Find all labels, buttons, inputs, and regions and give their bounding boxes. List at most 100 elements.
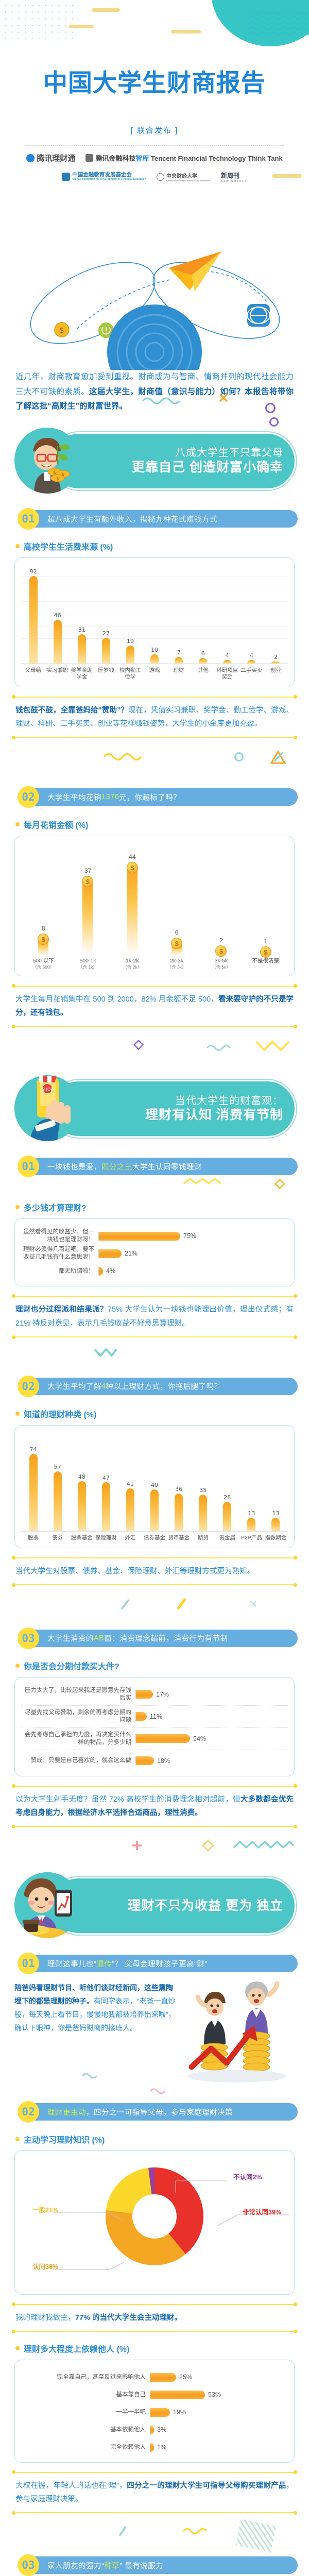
- donut-chart-active-learning: 不认同2% 非常认同39% 一般21% 认同38%: [21, 2159, 289, 2288]
- parents-influence-plain: 有同学表示，“老爸一直炒股，每天晚上看节目，慢慢地我都被培养出来啦”，确认下眼神…: [14, 1996, 176, 2032]
- chart-title-text: 每月花销金额 (%): [24, 821, 89, 831]
- coin-bar-item: 6 $: [154, 844, 199, 956]
- bar-value: 48: [78, 1473, 85, 1480]
- subsection-2-01-text-b: 大学生认同零钱理财: [132, 1163, 202, 1172]
- subsection-2-02-text-b: 种以上理财方式，你拖后腿了吗？: [106, 1383, 222, 1392]
- bar-fill: [199, 1494, 208, 1531]
- hbar-track: 75%: [98, 1231, 288, 1241]
- summary-3-02b-tail: ，参与家庭理财决策。: [15, 2482, 294, 2504]
- intro-bold: 这届大学生，财商值（意识与能力）如何？本报告将带你了解这批“高财生”的财富世界。: [15, 387, 294, 411]
- subsection-2-03-text-a: 大学生消费的: [47, 1635, 94, 1643]
- chart-card-reliance: 完全靠自己，甚至反过来影响他人 25% 基本靠自己 53% 一半一半吧 19% 基本依赖他人…: [14, 2360, 295, 2463]
- axis-label: 期货: [197, 1534, 209, 1541]
- bar-fill: [53, 620, 62, 664]
- logo-thinktank-en: Tencent Financial Technology Think Tank: [150, 155, 283, 162]
- svg-text:SHOP: SHOP: [42, 1087, 53, 1092]
- subsection-bar: 大学生平均花销 1376 元，你超标了吗？: [21, 788, 298, 806]
- summary-2-01-plain: 75% 大学生认为一块钱也能理出价值，理出仪式感；有 21% 持反对意见，表示几…: [15, 1306, 294, 1328]
- axis-label-note: （含 2k）: [123, 964, 142, 970]
- axis-label: 2k-3k （含 3k）: [154, 958, 199, 970]
- summary-2-01-bold: 理财也分过程派和结果派？: [15, 1306, 108, 1314]
- subsection-number: 01: [18, 1953, 39, 1974]
- coin-icon: $: [171, 938, 183, 950]
- chart-card-living-expense: 92 46 31 27 19 10 7 6 4 4 2 父母给 实习兼职 奖学金助学金 压岁钱 校内勤工俭学…: [14, 557, 295, 688]
- chart-title-text: 理财多大程度上依赖他人 (%): [24, 2345, 130, 2354]
- hbar-track: 54%: [135, 1734, 288, 1743]
- summary-3-02-bold: 77% 的当代大学生会主动理财。: [75, 2314, 182, 2322]
- summary-2-02-plain: 当代大学生对股票、债券、基金、保险理财、外汇等理财方式更为熟知。: [15, 1567, 254, 1575]
- zigzag-decoration: [247, 11, 309, 47]
- chart-title-text: 高校学生生活费来源 (%): [24, 543, 113, 552]
- chart-card-how-much-investing: 虽然看得见的收益少，但一块钱也是理财呀！ 75% 理财必须得几百起吧，要不收益几毛钱…: [14, 1218, 295, 1287]
- logo-cufe-label: 中央财经大学: [166, 174, 197, 179]
- bar-item: 13: [239, 1434, 264, 1531]
- summary-3-02-plain: 我的理财我做主，: [15, 2314, 75, 2322]
- subsection-2-03-text-b: 面：消费理念超前，消费行为有节制: [104, 1635, 228, 1643]
- page-title: 中国大学生财商报告: [43, 69, 266, 97]
- hbar-row: 理财必须得几百起吧，要不收益几毛钱有什么意思呢！ 21%: [21, 1245, 288, 1262]
- hbar-value: 1%: [157, 2444, 167, 2451]
- subsection-2-02-highlight: 4: [101, 1382, 106, 1391]
- subsection-3-01-highlight: 遗传: [96, 1960, 112, 1969]
- bar-item: 57: [45, 1434, 70, 1531]
- bar-item: 2: [264, 566, 288, 664]
- subsection-3-01-text-a: 理财这事儿也“: [47, 1960, 97, 1969]
- logo-licaitong: 腾讯理财通: [26, 152, 75, 163]
- hbar-track: 3%: [150, 2425, 288, 2434]
- plus-decoration: [131, 1839, 143, 1854]
- hbar-value: 75%: [183, 1232, 197, 1240]
- chart-card-known-types: 74 57 48 47 41 40 36 35 28 13 13 股票 债券 股票基金 保险理财 外汇 债券基…: [14, 1425, 295, 1548]
- axis-label-note: （含 5k）: [212, 964, 231, 970]
- summary-rail-3-02-a: 我的理财我做主，77% 的当代大学生会主动理财。: [12, 2302, 297, 2334]
- bar-item: 92: [21, 566, 45, 664]
- hbar-label: 虽然看得见的收益少，但一块钱也是理财呀！: [23, 1229, 94, 1243]
- intro-plain: 近几年，财商教育愈加受到重视。财商成为与智商、情商并列的现代社会能力三大不可缺的…: [15, 372, 294, 396]
- bar-fill: [175, 657, 183, 664]
- summary-rail-1-01: 钱包鼓不鼓，全靠爸妈给“赞助”？现在，凭借实习兼职、奖学金、勤工俭学、游戏、理财…: [12, 695, 297, 740]
- subsection-head-3-03: 家人朋友的强力“ 种草” 最有说服力 03: [11, 2554, 298, 2576]
- chart-card-monthly-spending: 8 $37 $44 $6 $2 $1 $ 500 以下 （含 500） 500-1k （含 1k）…: [14, 836, 295, 977]
- coin-stack: $: [215, 945, 227, 957]
- w-decoration: [255, 1040, 291, 1054]
- hbar-label: 赞成！只要是自己喜欢的，就会这么做: [30, 1757, 132, 1764]
- bar-value: 10: [151, 647, 159, 653]
- subsection-head-2-02: 大学生平均了解 4 种以上理财方式，你拖后腿了吗？ 02: [11, 1375, 298, 1397]
- hbar-track: 1%: [150, 2443, 288, 2452]
- hbar-label: 完全靠自己，甚至反过来影响他人: [57, 2374, 146, 2380]
- hbar-fill: [150, 2390, 205, 2399]
- hbar-label: 一半一半吧: [116, 2409, 146, 2415]
- summary-rail-3-02-b: 大权在握，年轻人的话也在“理”，四分之一的理财大学生可指导父母购买理财产品，参与…: [12, 2470, 297, 2515]
- bar-value: 40: [151, 1481, 159, 1488]
- bullet-dot-icon: [15, 822, 20, 827]
- hero-section: 中国大学生财商报告 [ 联合发布 ] 腾讯理财通 腾讯金融科技智库 Tencen…: [0, 0, 309, 182]
- bar-fill: [150, 1489, 159, 1531]
- bar-value: 6: [175, 929, 179, 937]
- hbar-row: 尽量先找父母赞助，剩余的再考虑分期的问题 11%: [21, 1708, 288, 1725]
- logo-cufe-en: Central University of Finance and Econom…: [166, 179, 211, 182]
- bar-value: 13: [248, 1510, 255, 1517]
- bullet-dot-icon: [15, 2346, 20, 2351]
- hbar-label: 尽量先找父母赞助，剩余的再考虑分期的问题: [25, 1709, 131, 1723]
- chapter-banner-1: $ $ $ 八成大学生不只靠父母 更靠自己 创造财富小确幸: [0, 417, 309, 497]
- bar-fill: [101, 638, 110, 664]
- hbar-fill: [150, 2408, 170, 2417]
- wave-decoration-pink: [149, 2088, 170, 2097]
- chart-title-reliance: 理财多大程度上依赖他人 (%): [15, 2342, 309, 2354]
- chart-title-installment: 你是否会分期付款买大件?: [15, 1659, 309, 1672]
- cufe-seal-icon: [156, 173, 164, 181]
- bar-group-known-types: 74 57 48 47 41 40 36 35 28 13 13: [21, 1434, 288, 1532]
- hbar-value: 18%: [157, 1757, 170, 1765]
- row-separator: [21, 1705, 288, 1706]
- subsection-head-3-01: 理财这事儿也“ 遗传”？ 父母会理财孩子更高“财” 01: [11, 1953, 298, 1974]
- student-with-money-avatar-icon: $ $ $: [14, 428, 80, 494]
- books-mark-icon: [62, 172, 71, 181]
- bar-fill: [271, 1517, 280, 1531]
- svg-text:$: $: [59, 326, 64, 335]
- axis-label: 校内勤工俭学: [119, 667, 141, 681]
- bar-value: 13: [272, 1510, 280, 1517]
- hbar-value: 17%: [156, 1690, 169, 1698]
- logo-finance-education-foundation: 中国金融教育发展基金会 China Foundation for Develop…: [62, 172, 146, 181]
- subsection-number: 01: [18, 1156, 39, 1178]
- slash-decoration-teal: [119, 1598, 132, 1614]
